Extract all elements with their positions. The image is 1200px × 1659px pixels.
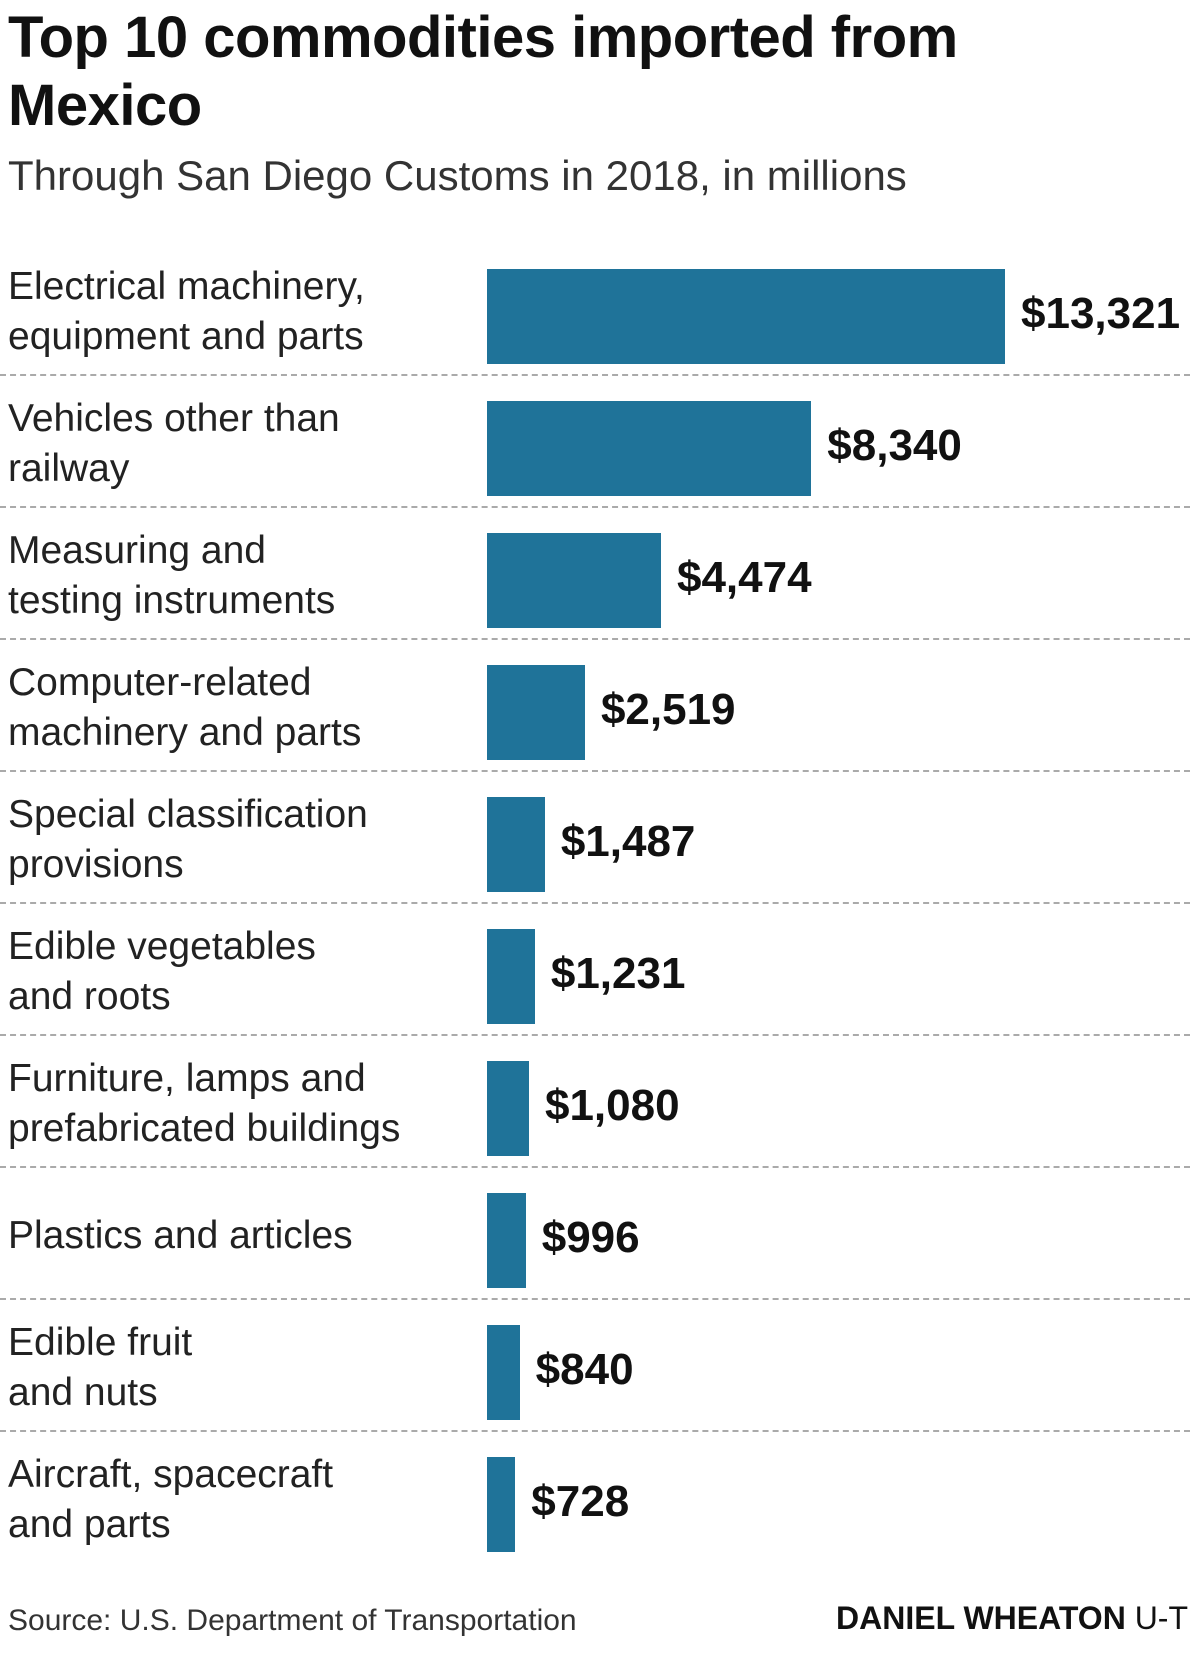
bar [487,664,585,760]
value-label: $8,340 [827,421,962,470]
category-label: Plastics and articles [8,1214,353,1257]
bar [487,532,661,628]
category-label: Measuring and testing instruments [8,529,336,622]
value-label: $1,231 [550,949,686,998]
value-label: $840 [535,1345,634,1394]
source: Source: U.S. Department of Transportatio… [8,1604,577,1637]
value-label: $1,080 [544,1081,680,1130]
category-label: Vehicles other than railway [8,397,340,490]
chart-subtitle: Through San Diego Customs in 2018, in mi… [8,152,907,199]
row-separator [0,638,1190,640]
credit: DANIEL WHEATON U-T [836,1600,1188,1637]
category-label: Edible fruit and nuts [8,1321,193,1414]
value-label: $13,321 [1021,289,1181,338]
row-separator [0,1430,1190,1432]
value-label: $4,474 [676,553,812,602]
bar [487,796,545,892]
bar [487,928,535,1024]
row-separator [0,1298,1190,1300]
credit-name: DANIEL WHEATON [836,1600,1126,1636]
row-separator [0,506,1190,508]
bar [487,1324,520,1420]
value-label: $728 [531,1477,630,1526]
category-label: Aircraft, spacecraft and parts [8,1453,334,1546]
value-label: $1,487 [560,817,696,866]
category-label: Special classification provisions [8,793,368,886]
chart-title: Top 10 commodities imported from Mexico [8,5,958,138]
bar [487,1060,529,1156]
bar [487,1456,516,1552]
row-separator [0,1166,1190,1168]
outlet: U-T [1134,1600,1188,1636]
bar [487,268,1005,364]
category-label: Electrical machinery, equipment and part… [8,265,365,358]
bar [487,400,812,496]
category-label: Furniture, lamps and prefabricated build… [8,1057,401,1150]
value-label: $2,519 [600,685,736,734]
row-separator [0,1034,1190,1036]
category-label: Computer-related machinery and parts [8,661,362,754]
row-separator [0,770,1190,772]
category-label: Edible vegetables and roots [8,925,316,1018]
bar [487,1192,526,1288]
row-separator [0,902,1190,904]
row-separator [0,374,1190,376]
value-label: $996 [541,1213,640,1262]
